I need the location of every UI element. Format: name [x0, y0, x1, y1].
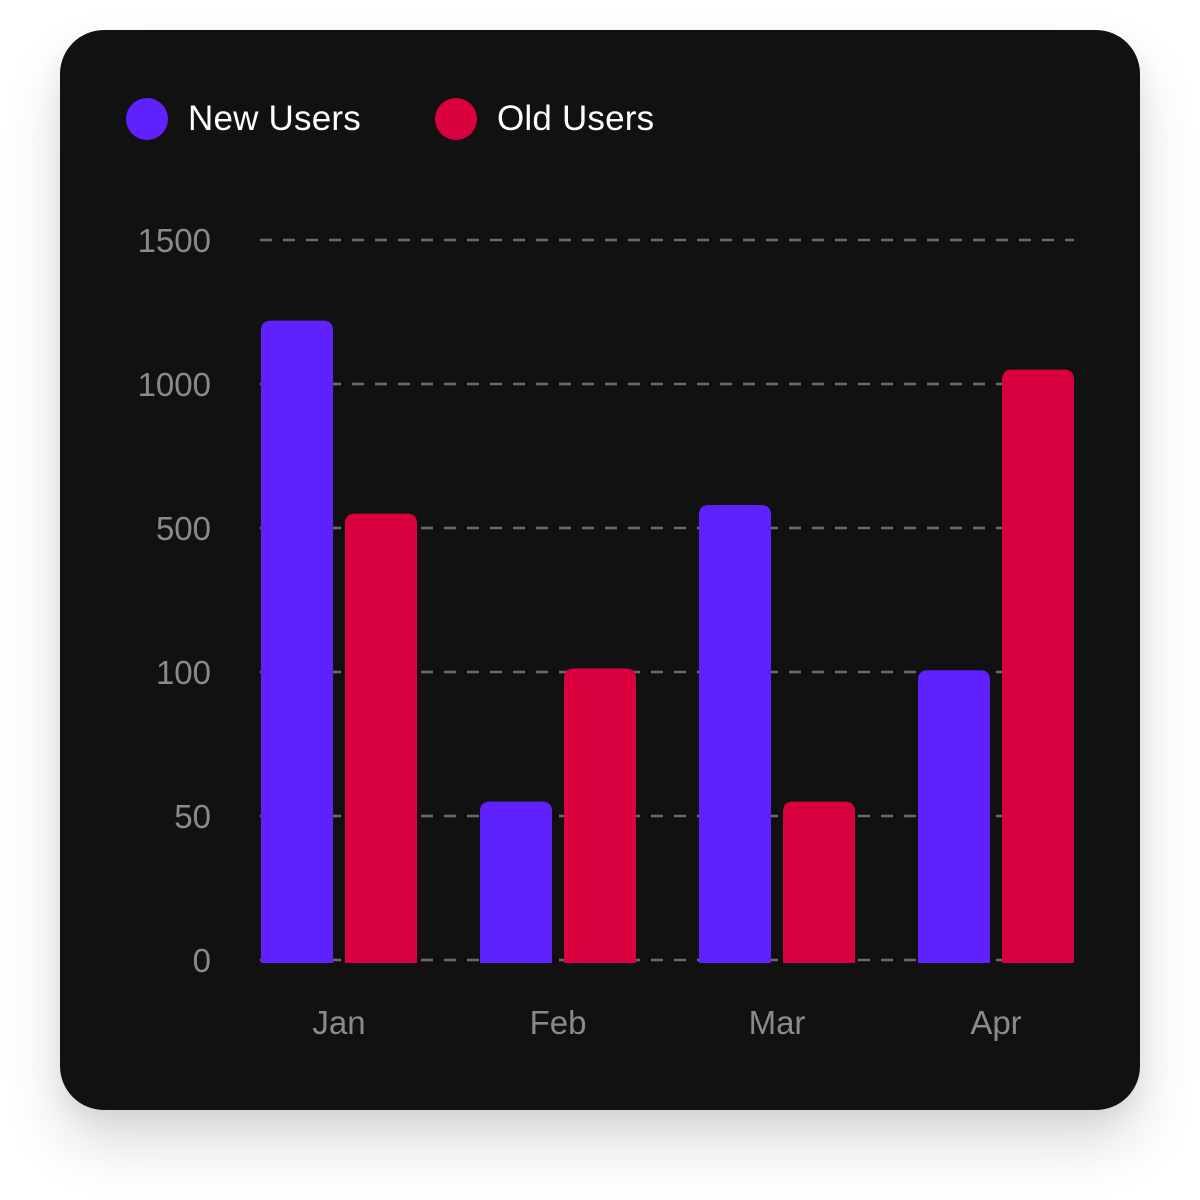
y-tick-label: 50	[174, 798, 211, 835]
x-axis: Jan Feb Mar Apr	[312, 1004, 1021, 1041]
legend-item-new-users[interactable]: New Users	[126, 96, 361, 142]
legend-item-old-users[interactable]: Old Users	[434, 96, 655, 142]
x-tick-label: Feb	[530, 1004, 587, 1041]
bar-new-users-feb[interactable]	[480, 801, 552, 963]
legend-swatch-old-users	[434, 98, 477, 140]
bar-old-users-feb[interactable]	[564, 668, 636, 963]
bar-old-users-apr[interactable]	[1002, 369, 1074, 964]
bar-chart: 0 50 100 500 1000 1500 Jan Feb Mar Apr	[138, 222, 1074, 1041]
x-tick-label: Apr	[970, 1004, 1021, 1041]
y-tick-label: 1000	[138, 366, 211, 403]
legend-label-old-users: Old Users	[496, 99, 655, 138]
bar-new-users-jan[interactable]	[261, 320, 333, 963]
x-tick-label: Mar	[749, 1004, 806, 1041]
y-tick-label: 0	[193, 942, 211, 979]
y-tick-label: 100	[156, 654, 211, 691]
bars	[261, 320, 1074, 964]
bar-old-users-mar[interactable]	[783, 801, 855, 963]
bar-new-users-apr[interactable]	[918, 670, 990, 963]
y-tick-label: 500	[156, 510, 211, 547]
chart-card: New Users Old Users 0 50 100 500 1000 1500 Ja…	[60, 30, 1140, 1110]
bar-new-users-mar[interactable]	[699, 504, 771, 963]
legend-label-new-users: New Users	[188, 99, 361, 138]
y-tick-label: 1500	[138, 222, 211, 259]
legend-swatch-new-users	[126, 98, 168, 140]
bar-old-users-jan[interactable]	[345, 513, 417, 963]
chart-legend: New Users Old Users	[126, 96, 728, 142]
x-tick-label: Jan	[312, 1004, 365, 1041]
y-axis: 0 50 100 500 1000 1500	[138, 222, 211, 979]
